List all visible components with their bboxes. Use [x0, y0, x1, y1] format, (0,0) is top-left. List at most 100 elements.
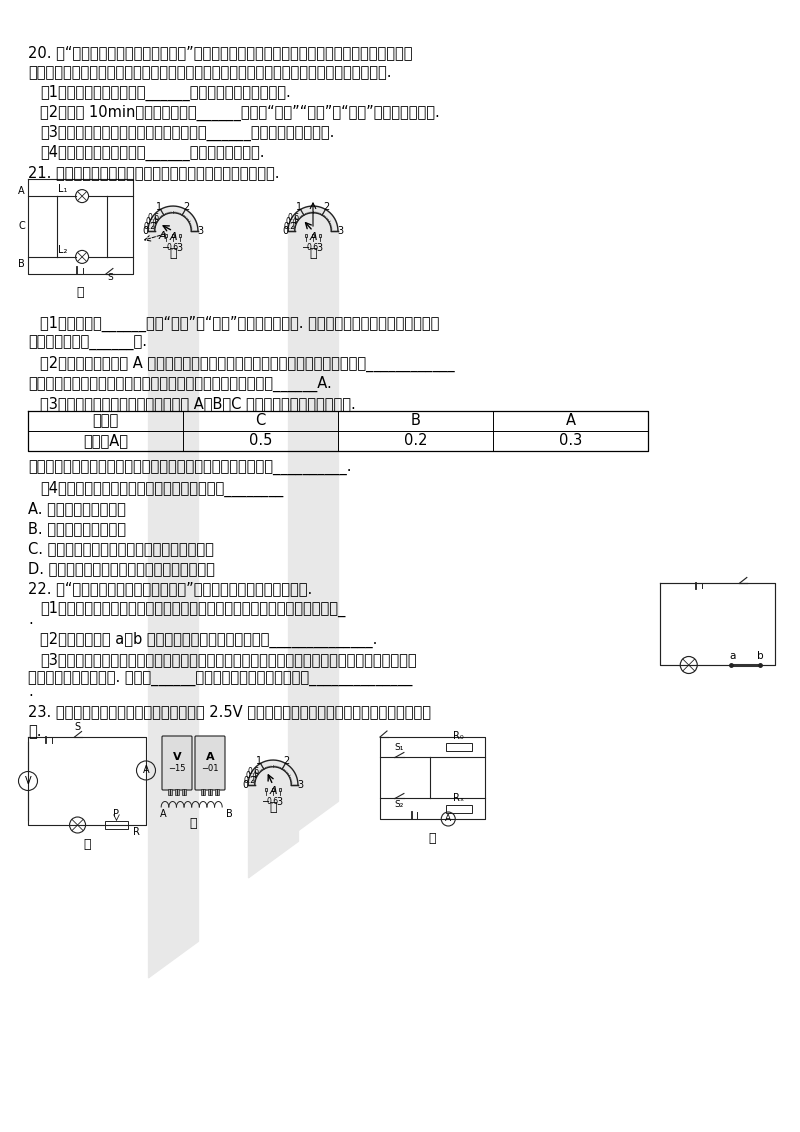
Bar	[202, 789, 205, 795]
Text: 22. 在“探究影响导体电阵大小的因素”实验中，小明设计了如图电路.: 22. 在“探究影响导体电阵大小的因素”实验中，小明设计了如图电路.	[28, 581, 312, 597]
Text: 3: 3	[298, 780, 304, 790]
Bar	[172, 234, 174, 238]
Text: 1: 1	[296, 203, 302, 212]
Text: −: −	[162, 242, 170, 252]
Text: −01: −01	[202, 764, 218, 773]
Text: A: A	[566, 413, 575, 429]
Text: B: B	[410, 413, 421, 429]
Text: ；在排除故障后，电流表的示数如图丙所示，则电流表的示数为______A.: ；在排除故障后，电流表的示数如图丙所示，则电流表的示数为______A.	[28, 376, 332, 392]
Text: 3: 3	[338, 226, 344, 235]
Bar	[278, 788, 281, 791]
Text: 乙: 乙	[170, 247, 177, 260]
Text: （3）若甲、乙两种液体吸收的热量相等，______液体升高的温度大些.: （3）若甲、乙两种液体吸收的热量相等，______液体升高的温度大些.	[40, 125, 334, 142]
Text: B: B	[226, 809, 233, 818]
Text: 23. 小明用图甲所示的电路测量额定电压为 2.5V 的小灯泡电阵，图乙是小明未完成连接的实验电: 23. 小明用图甲所示的电路测量额定电压为 2.5V 的小灯泡电阵，图乙是小明未…	[28, 704, 431, 719]
Text: C: C	[255, 413, 266, 429]
Text: .: .	[28, 684, 33, 698]
Text: 0.2: 0.2	[144, 222, 156, 231]
Text: L₁: L₁	[58, 185, 67, 194]
Text: （2）为粗略判断 a、b 两点间导体电阵的大小，可观察______________.: （2）为粗略判断 a、b 两点间导体电阵的大小，可观察_____________…	[40, 632, 378, 649]
Bar	[306, 234, 307, 238]
Text: S₁: S₁	[394, 744, 403, 753]
Text: D. 换用电流表的另一量程，再测出一组电流値: D. 换用电流表的另一量程，再测出一组电流値	[28, 561, 215, 576]
Text: 0.4: 0.4	[246, 771, 258, 780]
Text: L₂: L₂	[58, 245, 67, 255]
Text: （1）实验时，选用初温和______均相等的甲、乙两种液体.: （1）实验时，选用初温和______均相等的甲、乙两种液体.	[40, 85, 290, 101]
Text: A: A	[159, 231, 166, 241]
FancyBboxPatch shape	[162, 736, 192, 790]
Text: S: S	[74, 722, 81, 732]
Text: A: A	[169, 232, 177, 242]
Text: 0.2: 0.2	[284, 222, 296, 231]
Text: 0: 0	[142, 226, 149, 235]
Text: B: B	[18, 259, 25, 269]
Text: V: V	[25, 777, 31, 786]
Text: −: −	[262, 797, 270, 806]
Text: 0.6: 0.6	[248, 766, 260, 775]
Text: 0.4: 0.4	[286, 217, 298, 226]
Text: C: C	[18, 222, 25, 232]
Bar	[446, 805, 472, 813]
Text: 电流（A）: 电流（A）	[83, 434, 128, 448]
Text: （2）加热 10min，甲吸收的热量______（选填“大于”“小于”或“等于”）乙吸收的热量.: （2）加热 10min，甲吸收的热量______（选填“大于”“小于”或“等于”…	[40, 105, 440, 121]
Text: 0.5: 0.5	[249, 434, 272, 448]
Text: 0.6: 0.6	[148, 213, 160, 222]
Text: 丙: 丙	[310, 247, 317, 260]
Text: 0.6: 0.6	[307, 242, 319, 251]
Text: V: V	[173, 752, 182, 762]
Bar	[318, 234, 321, 238]
Bar	[166, 234, 167, 238]
Bar	[208, 789, 212, 795]
Text: 1: 1	[256, 756, 262, 766]
Text: 0.4: 0.4	[146, 217, 158, 226]
Text: R₀: R₀	[454, 731, 464, 741]
Bar	[182, 789, 186, 795]
Text: 21. 在探究并联电路电流规律的实验中，图甲是实验的电路图.: 21. 在探究并联电路电流规律的实验中，图甲是实验的电路图.	[28, 165, 279, 180]
Text: 3: 3	[177, 242, 182, 252]
Text: Rₓ: Rₓ	[453, 792, 464, 803]
Text: 20. 在“探究不同物质吸热升温的现象”实验中，将甲、乙两种不同的液体分别放入两个相同的烧: 20. 在“探究不同物质吸热升温的现象”实验中，将甲、乙两种不同的液体分别放入两…	[28, 45, 413, 60]
Text: （4）甲、乙两种液体中，______液体的比热容较大.: （4）甲、乙两种液体中，______液体的比热容较大.	[40, 145, 265, 161]
Text: A: A	[445, 815, 451, 823]
Text: 2: 2	[184, 203, 190, 212]
Text: （3）排出故障后，他用电流表分别在 A、B、C 三处测得电流表数据如表格.: （3）排出故障后，他用电流表分别在 A、B、C 三处测得电流表数据如表格.	[40, 396, 356, 411]
Text: （1）在连接电路时发现，还缺少一个元件，他应该在电路中再接入的元件是_: （1）在连接电路时发现，还缺少一个元件，他应该在电路中再接入的元件是_	[40, 601, 346, 617]
Text: 应接在甲图中的______点.: 应接在甲图中的______点.	[28, 336, 147, 351]
Text: 0.6: 0.6	[267, 797, 279, 806]
Text: 乙: 乙	[190, 817, 198, 830]
Text: S: S	[107, 273, 113, 282]
Text: C. 换用不同规格的小灯泡，再测出几组电流値: C. 换用不同规格的小灯泡，再测出几组电流値	[28, 541, 214, 556]
Text: −15: −15	[168, 764, 186, 773]
Text: （1）电流表应______（填“串联”或“并联”）在被测电路中. 若要测量干路中的电流，则电流表: （1）电流表应______（填“串联”或“并联”）在被测电路中. 若要测量干路中…	[40, 316, 439, 332]
Text: a: a	[729, 652, 735, 661]
Text: 2: 2	[324, 203, 330, 212]
Text: R: R	[133, 827, 140, 837]
Text: 1: 1	[156, 203, 162, 212]
Text: −: −	[302, 242, 310, 252]
Bar	[105, 821, 128, 829]
Text: 0.6: 0.6	[167, 242, 179, 251]
Text: 杯内，用相同的电加热器同时加热记录相关数据，并绘制出如图所示的图象（不计热量损失）.: 杯内，用相同的电加热器同时加热记录相关数据，并绘制出如图所示的图象（不计热量损失…	[28, 65, 391, 80]
Text: A. 整理器材，结束实验: A. 整理器材，结束实验	[28, 501, 126, 516]
Text: S₂: S₂	[394, 800, 403, 809]
Text: A: A	[206, 752, 214, 762]
Text: 0.6: 0.6	[288, 213, 300, 222]
Text: 测量处: 测量处	[92, 413, 118, 429]
Text: A: A	[18, 186, 25, 196]
Text: 路中再串联接入电流表. 你认为______同学的改进更好一些，理由是______________: 路中再串联接入电流表. 你认为______同学的改进更好一些，理由是______…	[28, 672, 412, 687]
Text: P: P	[114, 809, 119, 818]
Bar	[168, 789, 172, 795]
Text: 0.2: 0.2	[404, 434, 427, 448]
Text: （2）小明同学在测量 A 处的电流时，发现电流表的指针偏转如图乙表示，原因是____________: （2）小明同学在测量 A 处的电流时，发现电流表的指针偏转如图乙表示，原因是__…	[40, 355, 454, 372]
Bar	[175, 789, 178, 795]
Text: 0.2: 0.2	[244, 775, 256, 784]
Text: （3）另有甲、乙两位同学分别对小明的电路作了如下的改进：甲把灯泡更换为电流表；乙在原电: （3）另有甲、乙两位同学分别对小明的电路作了如下的改进：甲把灯泡更换为电流表；乙…	[40, 652, 417, 667]
Text: A: A	[142, 765, 150, 775]
FancyBboxPatch shape	[195, 736, 225, 790]
Text: 路.: 路.	[28, 724, 42, 739]
Text: 0: 0	[282, 226, 289, 235]
Text: （4）在表格中记录数据后，下一步应该做的是________: （4）在表格中记录数据后，下一步应该做的是________	[40, 481, 283, 497]
Text: A: A	[309, 232, 317, 242]
Bar	[266, 788, 267, 791]
Text: b: b	[757, 652, 763, 661]
